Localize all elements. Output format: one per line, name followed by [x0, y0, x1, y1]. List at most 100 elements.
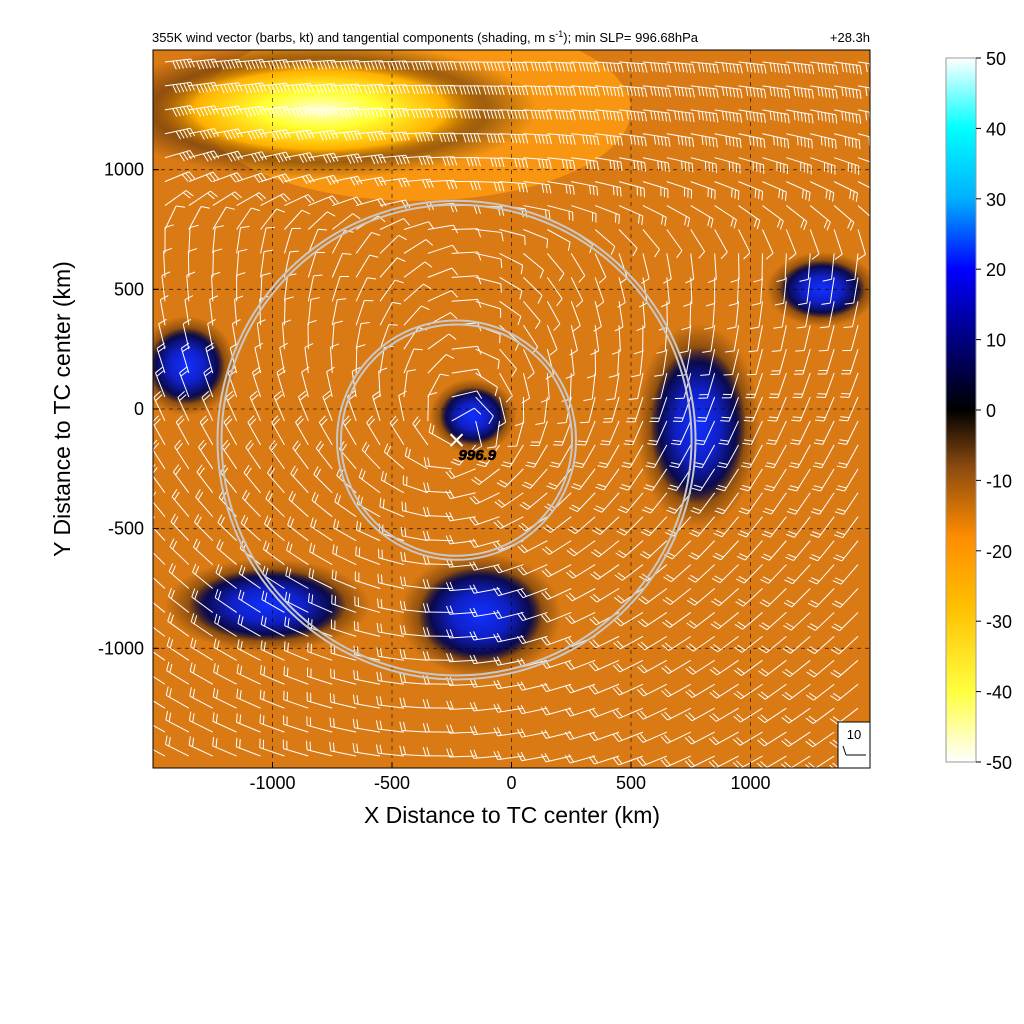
barb-staff	[378, 680, 405, 685]
barb-staff	[545, 755, 572, 763]
barb-staff	[740, 707, 763, 723]
barb-staff	[801, 372, 811, 398]
wind-barb	[758, 635, 787, 654]
barb-flag	[223, 107, 229, 117]
barb-flag	[343, 132, 348, 141]
barb-flag	[721, 416, 731, 419]
wind-barb	[164, 58, 195, 70]
wind-barb	[571, 157, 599, 171]
wind-barb	[292, 440, 309, 470]
barb-flag	[497, 134, 501, 143]
barb-flag	[725, 63, 729, 73]
barb-staff	[153, 422, 166, 446]
wind-barb	[786, 181, 811, 202]
barb-flag	[411, 109, 416, 119]
barb-flag	[743, 419, 753, 422]
barb-staff	[756, 325, 763, 351]
barb-staff	[402, 535, 428, 542]
barb-flag	[201, 390, 209, 398]
barb-flag	[284, 296, 294, 300]
barb-flag	[251, 60, 256, 70]
wind-barb	[738, 229, 751, 260]
wind-barb	[164, 205, 186, 230]
wind-barb	[573, 444, 596, 468]
barb-flag	[318, 415, 326, 423]
barb-flag	[153, 467, 158, 474]
barb-flag	[534, 320, 541, 330]
barb-flag	[453, 132, 458, 142]
barb-flag	[265, 490, 271, 499]
barb-flag	[541, 62, 546, 72]
wind-barb	[546, 277, 563, 307]
barb-flag	[626, 86, 630, 96]
wind-barb	[565, 564, 596, 579]
barb-staff	[588, 396, 596, 423]
barb-flag	[334, 570, 337, 581]
barb-flag	[514, 134, 518, 144]
wind-barb	[427, 392, 438, 421]
barb-flag	[811, 89, 814, 99]
barb-flag	[477, 133, 481, 143]
barb-staff	[159, 299, 166, 326]
barb-flag	[429, 61, 434, 70]
barb-flag	[549, 464, 559, 468]
barb-staff	[732, 349, 740, 375]
barb-flag	[219, 541, 224, 551]
barb-staff	[285, 575, 309, 589]
barb-staff	[642, 731, 668, 743]
wind-barb	[798, 277, 811, 306]
barb-flag	[310, 619, 313, 629]
barb-flag	[542, 548, 550, 555]
barb-flag	[807, 113, 810, 123]
wind-barb	[833, 229, 843, 260]
barb-staff	[332, 59, 359, 63]
barb-flag	[852, 113, 854, 123]
wind-barb	[571, 181, 599, 196]
barb-flag	[182, 129, 189, 138]
barb-flag	[873, 113, 874, 122]
barb-flag	[739, 488, 749, 492]
barb-flag	[283, 641, 286, 651]
barb-flag	[501, 182, 505, 192]
barb-flag	[766, 462, 776, 465]
barb-flag	[230, 152, 237, 161]
barb-flag	[346, 84, 352, 94]
barb-flag	[302, 60, 307, 70]
wind-barb	[376, 695, 405, 709]
wind-barb	[711, 564, 739, 584]
barb-staff	[653, 444, 668, 468]
wind-barb	[422, 531, 452, 542]
barb-flag	[844, 302, 854, 305]
barb-flag	[631, 374, 641, 378]
barb-staff	[843, 492, 859, 515]
barb-flag	[337, 298, 347, 301]
barb-flag	[278, 175, 284, 184]
barb-staff	[212, 172, 238, 183]
barb-flag	[449, 629, 454, 638]
barb-flag	[616, 686, 623, 694]
barb-flag	[774, 302, 784, 306]
wind-barb	[331, 569, 357, 589]
barb-flag	[787, 64, 791, 75]
wind-barb	[523, 229, 549, 249]
barb-flag	[295, 60, 300, 70]
barb-staff	[379, 177, 406, 183]
wind-barb	[782, 659, 811, 677]
barb-flag	[343, 84, 348, 94]
barb-flag	[785, 622, 795, 629]
barb-staff	[164, 171, 190, 183]
barb-flag	[617, 595, 625, 602]
barb-flag	[469, 85, 474, 95]
wind-barb	[311, 491, 333, 518]
barb-flag	[781, 740, 789, 747]
barb-staff	[788, 731, 811, 747]
wind-barb	[445, 534, 476, 545]
wind-barb	[427, 244, 459, 254]
barb-flag	[466, 157, 471, 167]
wind-barb	[700, 349, 716, 376]
barb-flag	[637, 136, 640, 146]
barb-staff	[570, 253, 586, 276]
wind-barb	[333, 518, 357, 542]
wind-barb	[207, 318, 216, 350]
